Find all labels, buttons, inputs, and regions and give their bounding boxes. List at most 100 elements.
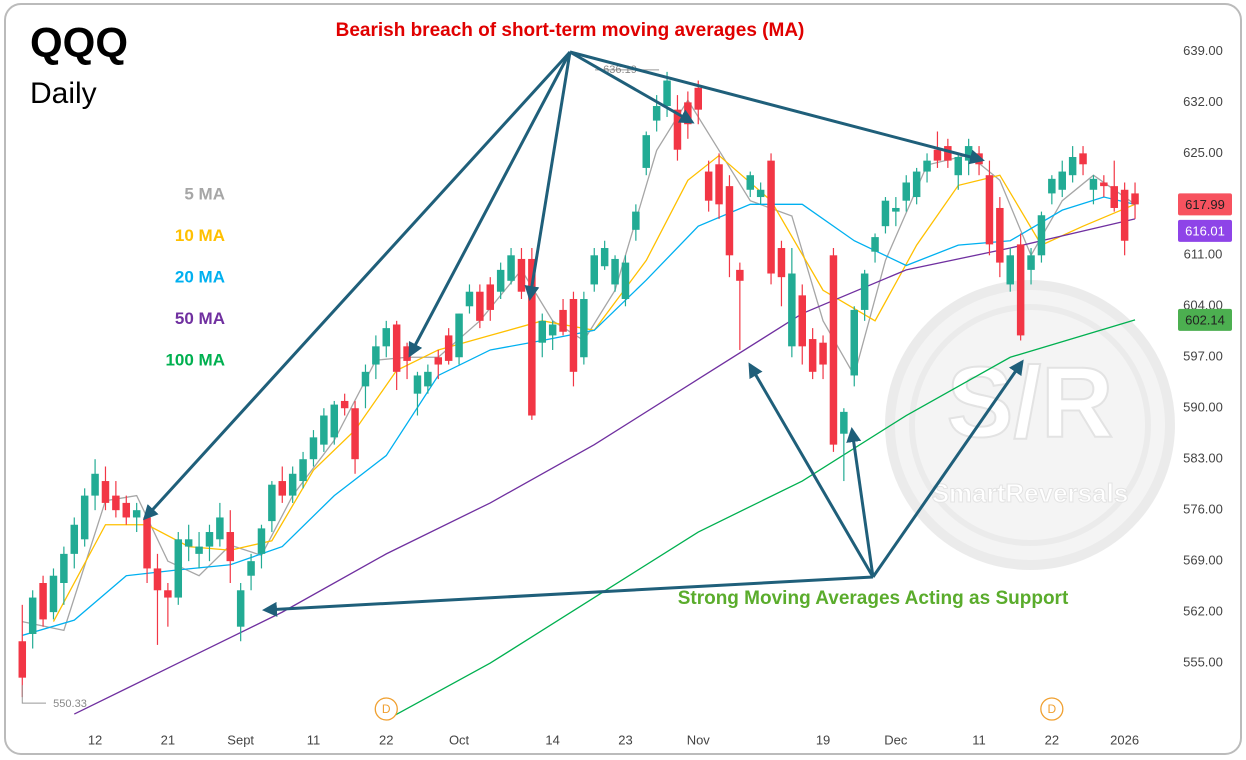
candle-body [767,160,775,274]
price-tag [1178,193,1232,216]
candle-body [1037,215,1046,256]
candle-body [1079,153,1087,165]
low-marker-line [21,685,46,704]
x-tick-label: 21 [161,732,175,747]
candle-body [1016,244,1025,336]
candle-body [403,346,411,361]
candle-body [881,200,890,227]
candle-body [80,495,89,540]
candle-body [569,299,578,372]
legend-entry: 5 MA [184,184,225,203]
y-tick-label: 590.00 [1183,400,1223,415]
candle-body [372,346,380,365]
y-tick-label: 576.00 [1183,502,1223,517]
candle-body [1131,193,1139,205]
candle-body [143,517,151,569]
candle-body [392,324,401,372]
candle-body [902,182,910,201]
candle-body [538,320,547,343]
candle-body [455,313,463,358]
y-tick-label: 639.00 [1183,43,1223,58]
chart-subtitle: Daily [30,77,97,110]
candle-body [892,207,900,212]
candle-body [1048,178,1056,194]
candle-body [91,473,99,496]
y-tick-label: 597.00 [1183,349,1223,364]
candle-body [517,258,526,292]
candle-body [424,371,432,387]
y-tick-label: 569.00 [1183,553,1223,568]
arrow [569,50,985,165]
candle-body [840,411,848,434]
x-tick-label: Dec [884,732,908,747]
y-tick-label: 555.00 [1183,655,1223,670]
candle-body [611,258,619,285]
candle-body [320,415,328,445]
candle-body [444,335,453,361]
x-tick-label: 19 [816,732,830,747]
arrow [142,50,572,521]
price-tag-label: 602.14 [1185,312,1225,327]
candle-body [528,258,536,416]
candle-body [704,171,713,201]
plot: 555.00 562.00 569.00 576.00 583.00 590.00 597.… [18,43,1232,747]
candle-body [985,175,994,245]
candle-body [28,597,37,634]
candle-body [954,157,962,176]
candle-body [465,291,474,307]
x-tick-label: 22 [1045,732,1059,747]
candle-body [944,146,952,161]
event-marker [374,697,398,721]
annotation: Strong Moving Averages Acting as Support [678,588,1069,609]
legend-entry: 100 MA [165,350,225,369]
ma-line [73,218,1136,715]
candle-body [60,553,68,583]
candle-body [996,207,1004,263]
candle-body [694,87,702,110]
candle-body [174,539,183,598]
y-tick-label: 562.00 [1183,604,1223,619]
candle-body [912,171,921,198]
candle-body [205,532,214,547]
candle-body [195,546,203,554]
arrow [569,50,695,124]
candle-body [49,575,58,613]
x-tick-label: 14 [545,732,559,747]
candle-body [351,408,359,460]
candle-body [715,164,723,205]
candle-body [819,342,827,365]
candle-body [632,211,640,230]
price-tag-label: 616.01 [1185,223,1225,238]
event-label: D [1048,702,1057,716]
arrow [748,362,875,578]
candle-body [132,510,141,518]
candle-body [652,106,661,121]
legend-entry: 20 MA [175,267,225,286]
ma-line [22,196,1136,637]
candle-body [1006,255,1014,285]
candle-body [923,160,931,172]
watermark-ring [909,304,1151,546]
candle-body [788,273,796,347]
watermark-mark: S/R [947,346,1114,458]
candle-body [663,80,671,107]
panel [4,3,1242,755]
candle-body [476,291,484,321]
x-tick-label: Sept [227,732,254,747]
candle-body [226,532,235,562]
arrow [262,575,874,617]
y-tick-label: 632.00 [1183,94,1223,109]
candle-body [288,473,297,496]
candle-body [39,583,47,620]
candle-body [736,269,744,281]
candle-body [122,502,131,518]
x-tick-label: 23 [618,732,632,747]
watermark-text: SmartReversals [932,478,1129,508]
candle-body [496,269,505,292]
candle-body [777,248,786,278]
candle-body [268,484,276,522]
event-marker [1040,697,1064,721]
arrow [846,427,875,578]
annotation: Bearish breach of short-term moving aver… [336,20,805,41]
